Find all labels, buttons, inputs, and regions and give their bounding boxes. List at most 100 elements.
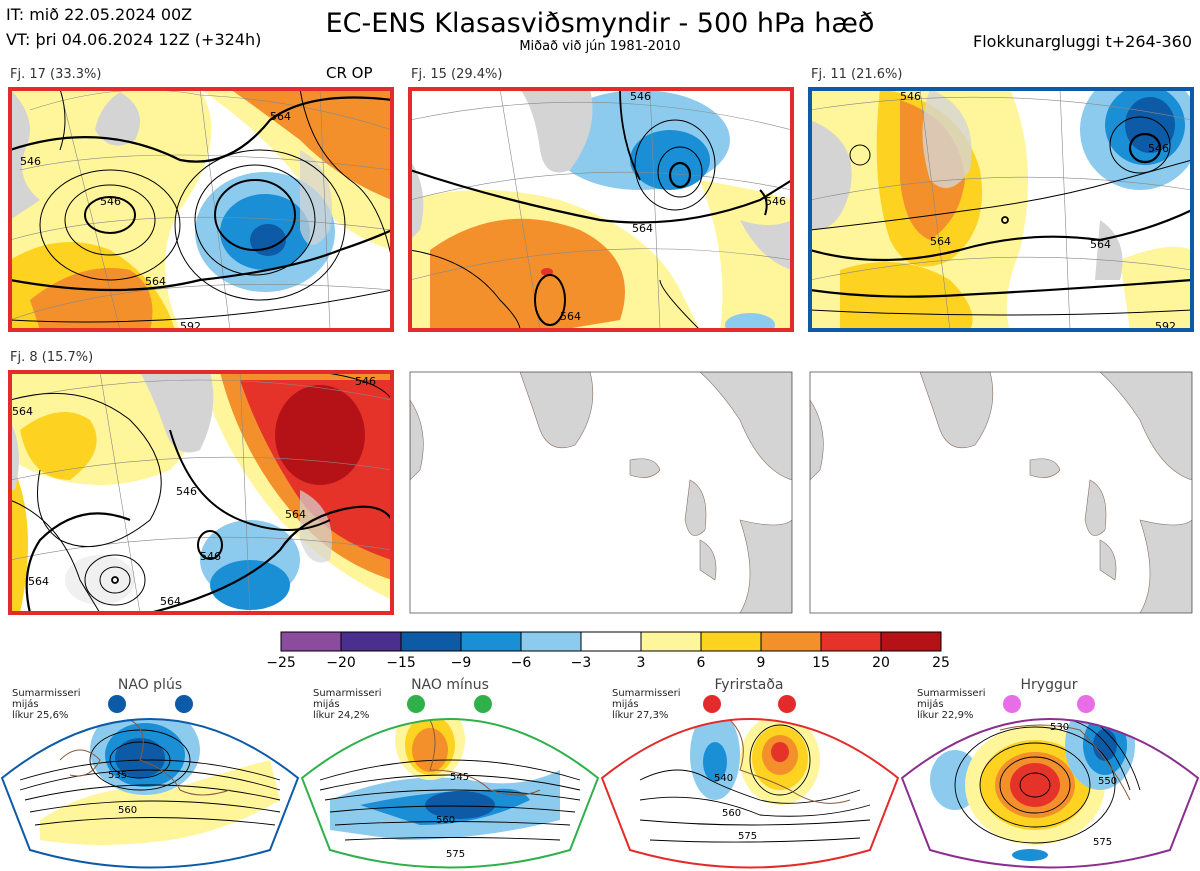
colorbar-swatch [640,631,702,652]
regime-contour-label: 575 [738,831,757,842]
panel-6-map [810,372,1192,613]
regime-4-type: mijás [917,699,944,710]
regime-3-season: Sumarmisseri [612,688,681,699]
contour-label: 564 [12,405,33,418]
contour-label: 564 [270,110,291,123]
colorbar-swatch [760,631,822,652]
panel-3-map: 546 564 564 546 592 [810,89,1192,333]
colorbar-tick-label: 9 [756,655,766,671]
colorbar-tick-label: 6 [696,655,706,671]
contour-label: 564 [632,222,653,235]
regime-contour-label: 545 [450,772,469,783]
colorbar-swatch [460,631,522,652]
contour-label: 564 [28,575,49,588]
regime-2-dot-right [474,695,492,713]
colorbar-tick-label: −15 [386,655,416,671]
regime-1-name: NAO plús [117,677,183,693]
contour-label: 546 [176,485,197,498]
colorbar-swatch [880,631,942,652]
regime-2-map: 545 560 575 [302,719,598,868]
regime-1-season: Sumarmisseri [12,688,81,699]
regime-1-info: Sumarmisseri mijás líkur 25,6% [12,688,80,721]
regime-4-name: Hryggur [1020,677,1078,693]
colorbar-swatch [520,631,582,652]
contour-label: 546 [900,90,921,103]
colorbar-tick-label: −25 [266,655,296,671]
contour-label: 564 [285,508,306,521]
classification-window: Flokkunargluggi t+264-360 [973,32,1192,51]
regime-contour-label: 560 [722,808,741,819]
panel-2-label: Fj. 15 (29.4%) [411,67,503,82]
regime-3-probability: líkur 27,3% [612,710,669,721]
regime-2-season: Sumarmisseri [313,688,382,699]
regime-1-probability: líkur 25,6% [12,710,69,721]
colorbar-swatch [700,631,762,652]
panel-1-label: Fj. 17 (33.3%) [10,67,102,82]
contour-label: 546 [630,90,651,103]
regime-contour-label: 540 [714,773,733,784]
regime-4-info: Sumarmisseri mijás líkur 22,9% [917,688,985,721]
colorbar-swatch [580,631,642,652]
colorbar-tick-label: 15 [812,655,830,671]
regime-2-probability: líkur 24,2% [313,710,370,721]
contour-label: 546 [355,375,376,388]
regime-2-info: Sumarmisseri mijás líkur 24,2% [313,688,381,721]
colorbar-tick-label: 25 [932,655,950,671]
regime-contour-label: 530 [1050,722,1069,733]
contour-label: 564 [145,275,166,288]
panel-2-border [408,87,794,332]
colorbar-tick-label: −6 [510,655,532,671]
contour-label: 592 [180,320,201,333]
regime-2-border [300,718,600,869]
colorbar-swatch [340,631,402,652]
colorbar-tick-label: −3 [570,655,592,671]
contour-label: 546 [100,195,121,208]
contour-label: 592 [1155,320,1176,333]
colorbar [280,631,942,652]
regime-2-type: mijás [313,699,340,710]
colorbar-tick-label: −20 [326,655,356,671]
regime-2-dot-left [407,695,425,713]
contour-label: 546 [765,195,786,208]
regime-3-dot-left [703,695,721,713]
panel-4-border [8,370,394,615]
regime-3-border [600,718,900,869]
regime-contour-label: 575 [446,849,465,860]
colorbar-swatch [400,631,462,652]
initial-time: IT: mið 22.05.2024 00Z [6,5,193,24]
colorbar-tick-label: −9 [450,655,472,671]
regime-3-dot-right [778,695,796,713]
regime-1-type: mijás [12,699,39,710]
panel-4-map: 564 546 546 564 564 564 546 [10,372,392,613]
panel-1-border [8,87,394,332]
panel-2-map: 546 564 564 546 [410,89,792,330]
panel-1-map: 546 546 564 564 592 [10,89,392,333]
regime-contour-label: 550 [1098,776,1117,787]
contour-label: 564 [930,235,951,248]
panel-6-border [809,371,1193,614]
panel-3-border [808,87,1194,332]
contour-label: 546 [20,155,41,168]
panel-1-extra: CR OP [326,64,373,82]
panel-5-border [409,371,793,614]
colorbar-swatch [280,631,342,652]
contour-label: 564 [160,595,181,608]
colorbar-tick-label: 3 [636,655,646,671]
regime-1-border [0,718,300,869]
colorbar-tick-label: 20 [872,655,890,671]
panel-3-label: Fj. 11 (21.6%) [811,67,903,82]
page-subtitle: Miðað við jún 1981-2010 [519,39,681,54]
contour-label: 564 [560,310,581,323]
regime-2-name: NAO mínus [411,677,489,693]
panel-4-label: Fj. 8 (15.7%) [10,350,94,365]
regime-contour-label: 575 [1093,837,1112,848]
regime-contour-label: 535 [108,770,127,781]
regime-contour-label: 560 [118,805,137,816]
regime-4-dot-right [1077,695,1095,713]
contour-label: 546 [200,550,221,563]
regime-4-border [900,718,1200,869]
regime-3-name: Fyrirstaða [714,677,784,693]
regime-3-type: mijás [612,699,639,710]
regime-1-dot-right [175,695,193,713]
